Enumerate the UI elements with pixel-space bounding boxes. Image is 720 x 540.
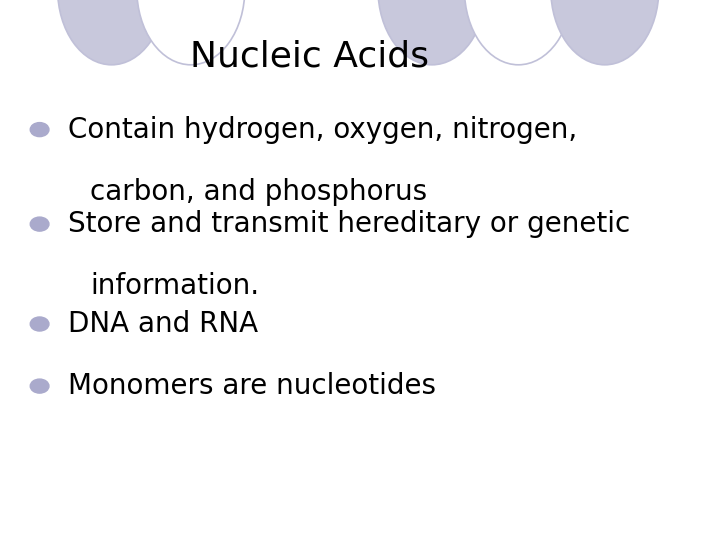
Ellipse shape [551,0,659,65]
Text: Contain hydrogen, oxygen, nitrogen,: Contain hydrogen, oxygen, nitrogen, [68,116,577,144]
Circle shape [30,317,49,331]
Ellipse shape [58,0,166,65]
Ellipse shape [464,0,572,65]
Text: Store and transmit hereditary or genetic: Store and transmit hereditary or genetic [68,210,631,238]
Circle shape [30,217,49,231]
Text: information.: information. [90,272,259,300]
Ellipse shape [378,0,486,65]
Ellipse shape [137,0,245,65]
Text: DNA and RNA: DNA and RNA [68,310,258,338]
Circle shape [30,123,49,137]
Text: Nucleic Acids: Nucleic Acids [190,40,429,73]
Circle shape [30,379,49,393]
Text: Monomers are nucleotides: Monomers are nucleotides [68,372,436,400]
Text: carbon, and phosphorus: carbon, and phosphorus [90,178,427,206]
